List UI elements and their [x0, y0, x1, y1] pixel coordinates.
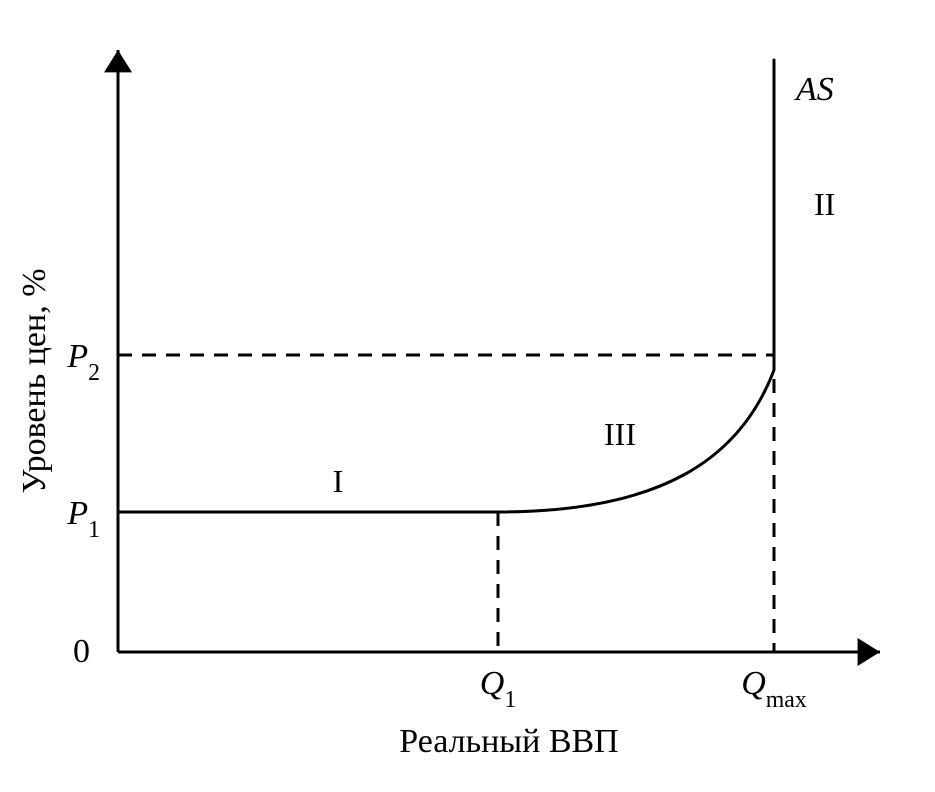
- chart-svg: Уровень цен, % Реальный ВВП 0 P1 P2 Q1 Qmax AS I…: [0, 0, 935, 792]
- as-curve-chart: Уровень цен, % Реальный ВВП 0 P1 P2 Q1 Qmax AS I…: [0, 0, 935, 792]
- region-label-i: I: [333, 463, 344, 499]
- x-axis-arrow-icon: [858, 638, 880, 666]
- xtick-qmax: Qmax: [741, 665, 807, 713]
- curve-label-as: AS: [794, 71, 834, 108]
- origin-label: 0: [73, 633, 90, 670]
- y-axis-label: Уровень цен, %: [16, 268, 53, 493]
- ytick-p2: P2: [66, 338, 100, 386]
- as-curve: [118, 60, 774, 512]
- region-label-iii: III: [604, 416, 636, 452]
- x-axis-label: Реальный ВВП: [399, 723, 618, 760]
- ytick-p1: P1: [66, 495, 100, 543]
- xtick-q1: Q1: [480, 665, 516, 713]
- y-axis-arrow-icon: [104, 50, 132, 72]
- region-label-ii: II: [814, 186, 835, 222]
